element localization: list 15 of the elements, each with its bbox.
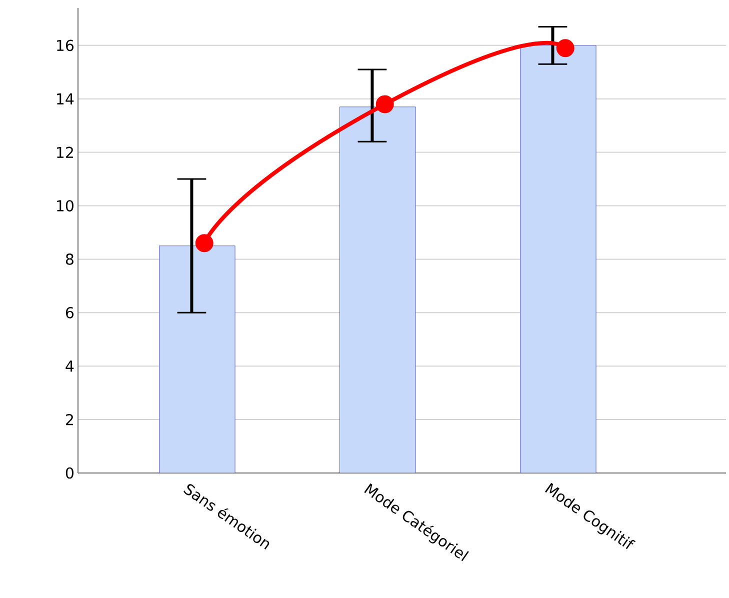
point xyxy=(376,95,394,114)
y-tick-label: 8 xyxy=(66,254,74,265)
y-tick-label: 10 xyxy=(57,200,74,212)
bar xyxy=(340,106,416,473)
y-tick-label: 2 xyxy=(66,414,73,426)
y-tick-label: 14 xyxy=(57,93,74,104)
y-tick-label: 0 xyxy=(66,467,74,479)
bar xyxy=(520,45,596,473)
y-tick-label: 12 xyxy=(57,146,73,158)
bar xyxy=(159,246,236,473)
point xyxy=(195,234,214,252)
y-tick-label: 16 xyxy=(57,40,74,52)
y-tick-label: 4 xyxy=(66,360,74,372)
y-tick-label: 6 xyxy=(66,306,74,318)
point xyxy=(556,39,574,58)
